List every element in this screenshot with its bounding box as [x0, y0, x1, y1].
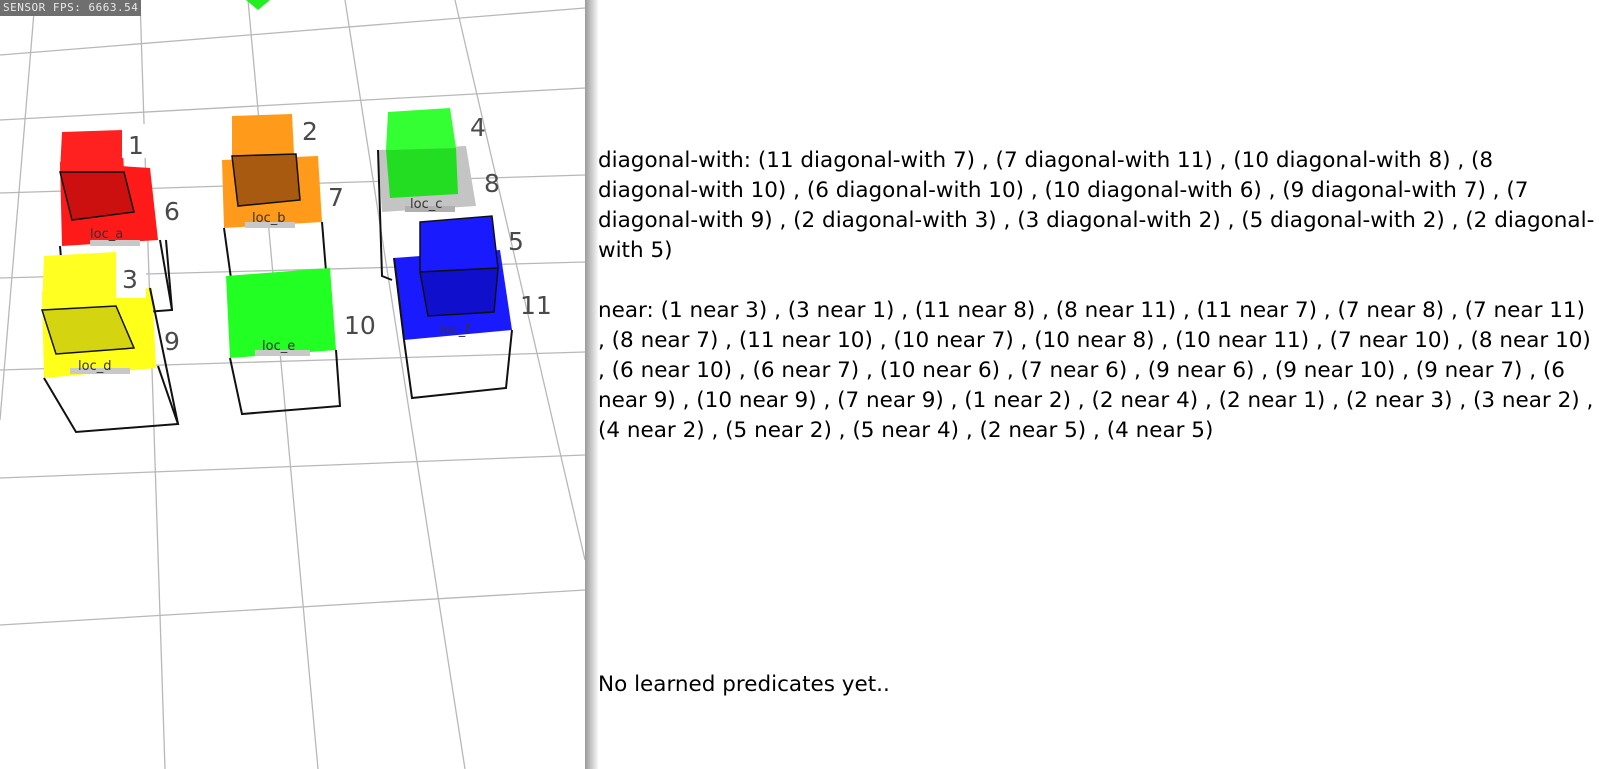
- block-5-blue: [419, 215, 499, 317]
- floor-grid: [0, 0, 585, 769]
- location-label-d: loc_d: [78, 359, 111, 374]
- location-label-a: loc_a: [90, 227, 123, 242]
- object-label-11: 11: [520, 291, 552, 320]
- sensor-fps-label: SENSOR FPS: 6663.54: [0, 0, 142, 16]
- panel-divider: [585, 0, 599, 769]
- predicate-panel: diagonal-with: (11 diagonal-with 7) , (7…: [598, 0, 1610, 769]
- object-label-9: 9: [164, 327, 180, 356]
- object-label-8: 8: [484, 169, 500, 198]
- object-label-5: 5: [508, 227, 524, 256]
- scene-viewport[interactable]: 1 2 3 4 5 6 7 8 9 10 11 loc_a loc_b loc_…: [0, 0, 585, 769]
- diagonal-with-predicates: diagonal-with: (11 diagonal-with 7) , (7…: [598, 148, 1595, 263]
- object-label-2: 2: [302, 117, 318, 146]
- block-1-red: [59, 124, 150, 221]
- block-2-orange: [231, 114, 301, 207]
- object-label-1: 1: [128, 131, 144, 160]
- marker-diamond: [246, 0, 270, 10]
- near-predicates: near: (1 near 3) , (3 near 1) , (11 near…: [598, 298, 1594, 443]
- object-label-6: 6: [164, 197, 180, 226]
- location-label-c: loc_c: [410, 197, 442, 212]
- location-label-f: loc_f: [440, 323, 470, 338]
- scene-3d-render[interactable]: 1 2 3 4 5 6 7 8 9 10 11 loc_a loc_b loc_…: [0, 0, 585, 769]
- location-label-e: loc_e: [262, 339, 295, 354]
- object-label-7: 7: [328, 183, 344, 212]
- block-3-yellow: [40, 250, 146, 355]
- location-loc-e: [226, 268, 342, 416]
- learned-predicates-status: No learned predicates yet..: [598, 672, 890, 697]
- block-4-green: [386, 108, 458, 198]
- object-label-10: 10: [344, 311, 376, 340]
- object-label-3: 3: [122, 265, 138, 294]
- location-label-b: loc_b: [252, 211, 285, 226]
- object-label-4: 4: [470, 113, 486, 142]
